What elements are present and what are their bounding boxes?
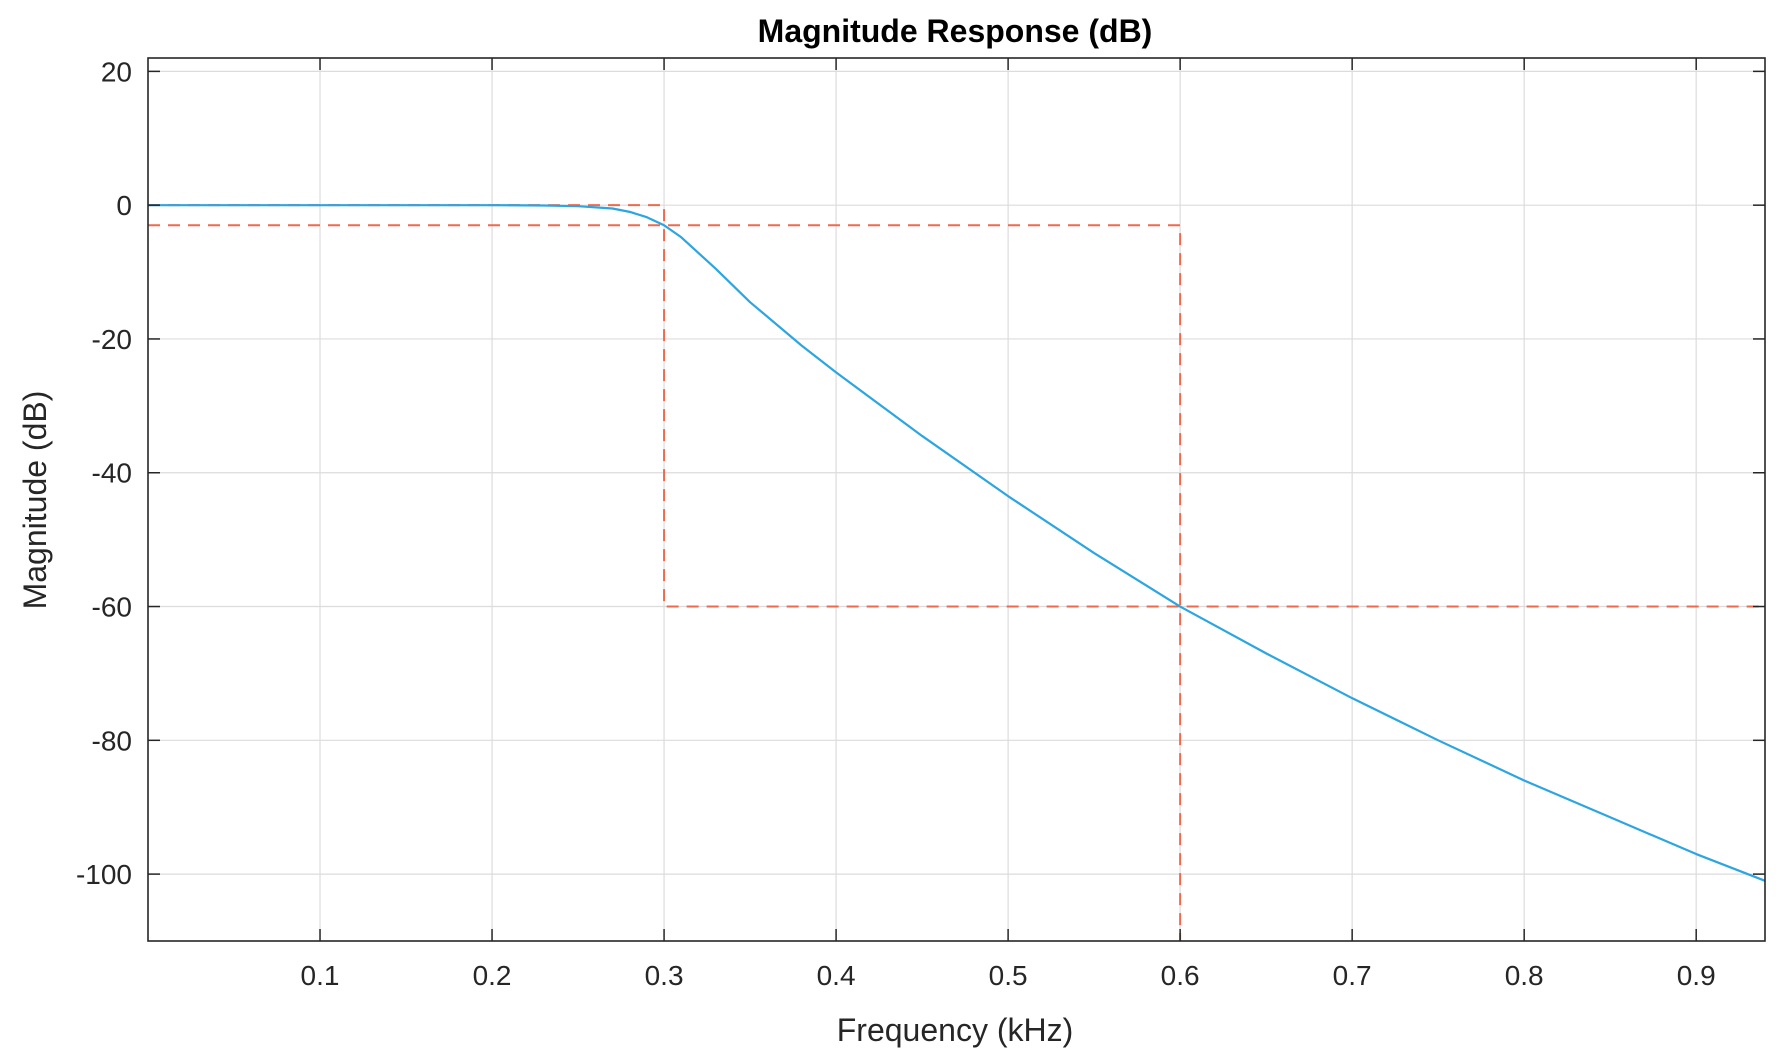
x-tick-label: 0.2	[473, 960, 512, 991]
tick-layer: 0.1 0.2 0.3 0.4 0.5 0.6 0.7 0.8 0.9 20 0 -20 -40 -60 -…	[76, 56, 1765, 991]
x-axis-label: Frequency (kHz)	[837, 1012, 1074, 1048]
y-tick-label: -60	[92, 592, 132, 623]
y-tick-label: 0	[116, 190, 132, 221]
x-tick-label: 0.3	[645, 960, 684, 991]
x-tick-label: 0.9	[1677, 960, 1716, 991]
x-tick-label: 0.5	[989, 960, 1028, 991]
x-tick-label: 0.1	[301, 960, 340, 991]
x-tick-label: 0.4	[817, 960, 856, 991]
series-layer	[148, 204, 1766, 941]
y-axis-label: Magnitude (dB)	[17, 391, 53, 610]
axes-frame	[147, 57, 1766, 942]
x-tick-label: 0.6	[1161, 960, 1200, 991]
y-tick-label: -100	[76, 859, 132, 890]
y-tick-label: -40	[92, 458, 132, 489]
x-tick-label: 0.7	[1333, 960, 1372, 991]
chart-title: Magnitude Response (dB)	[758, 13, 1153, 49]
spec-dashed-line	[148, 224, 1182, 941]
x-tick-label: 0.8	[1505, 960, 1544, 991]
y-tick-label: -20	[92, 324, 132, 355]
y-tick-label: -80	[92, 725, 132, 756]
y-tick-label: 20	[101, 56, 132, 87]
magnitude-response-line	[148, 204, 1766, 882]
